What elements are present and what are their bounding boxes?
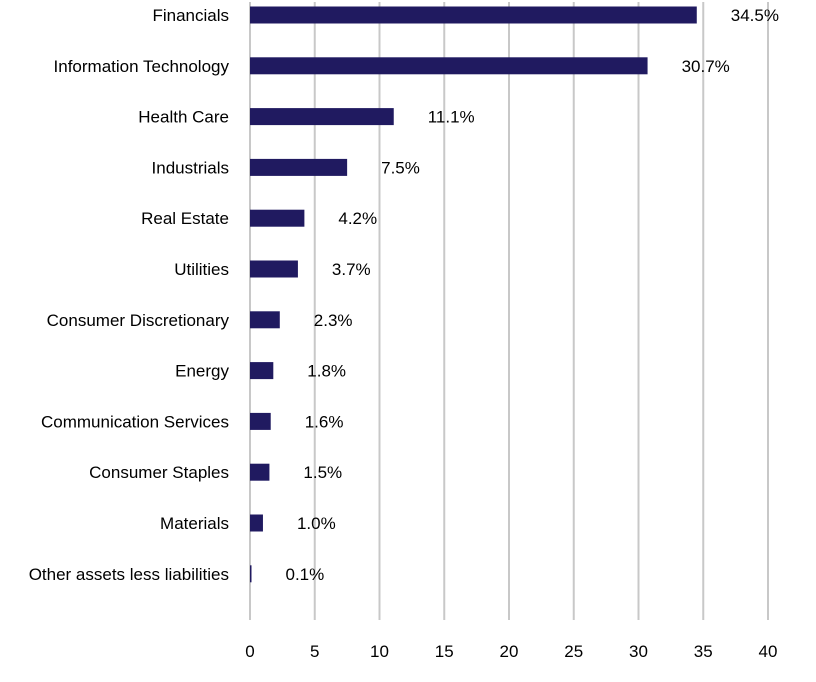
data-label: 4.2% xyxy=(338,209,377,228)
bar xyxy=(250,412,271,430)
category-label: Utilities xyxy=(174,260,229,279)
x-tick-label: 25 xyxy=(564,642,583,661)
bar xyxy=(250,158,348,176)
bar xyxy=(250,565,252,583)
data-label: 1.0% xyxy=(297,514,336,533)
x-tick-label: 30 xyxy=(629,642,648,661)
bar xyxy=(250,514,263,532)
x-tick-label: 40 xyxy=(759,642,778,661)
x-tick-label: 35 xyxy=(694,642,713,661)
category-label: Communication Services xyxy=(41,412,229,431)
category-label: Energy xyxy=(175,362,229,381)
data-label: 34.5% xyxy=(731,6,779,25)
bar xyxy=(250,463,270,481)
x-tick-label: 5 xyxy=(310,642,319,661)
bar xyxy=(250,260,298,278)
category-label: Health Care xyxy=(138,108,229,127)
data-label: 0.1% xyxy=(286,565,325,584)
category-label: Industrials xyxy=(152,158,229,177)
category-label: Materials xyxy=(160,514,229,533)
data-label: 1.6% xyxy=(305,412,344,431)
data-label: 1.5% xyxy=(303,463,342,482)
category-label: Consumer Staples xyxy=(89,463,229,482)
category-label: Other assets less liabilities xyxy=(29,565,229,584)
data-label: 7.5% xyxy=(381,158,420,177)
bar xyxy=(250,108,394,126)
category-label: Real Estate xyxy=(141,209,229,228)
data-label: 11.1% xyxy=(428,108,475,127)
data-label: 2.3% xyxy=(314,311,353,330)
category-label: Consumer Discretionary xyxy=(47,311,230,330)
bar xyxy=(250,362,274,380)
bar xyxy=(250,311,280,329)
x-tick-label: 20 xyxy=(500,642,519,661)
category-label: Financials xyxy=(152,6,229,25)
bar xyxy=(250,6,697,24)
x-tick-label: 10 xyxy=(370,642,389,661)
data-label: 3.7% xyxy=(332,260,371,279)
bar xyxy=(250,57,648,75)
x-tick-label: 0 xyxy=(245,642,254,661)
bar xyxy=(250,209,305,227)
data-label: 30.7% xyxy=(682,57,730,76)
category-label: Information Technology xyxy=(54,57,230,76)
x-tick-label: 15 xyxy=(435,642,454,661)
data-label: 1.8% xyxy=(307,362,346,381)
